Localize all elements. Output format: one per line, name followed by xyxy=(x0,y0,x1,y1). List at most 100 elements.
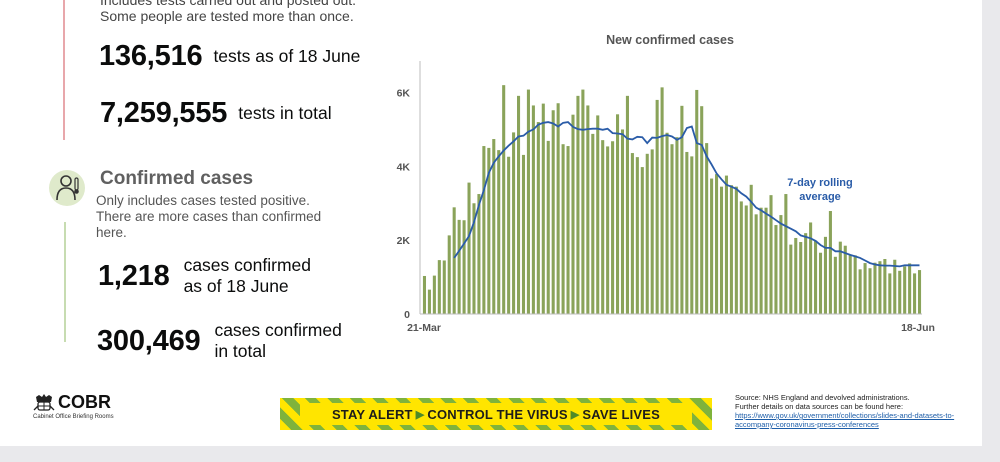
bar xyxy=(690,156,694,314)
cases-total-label-line-1: cases confirmed xyxy=(214,320,342,340)
bar xyxy=(898,270,902,314)
bar xyxy=(531,105,535,314)
cases-total-stat: 300,469 cases confirmed in total xyxy=(97,320,342,362)
bar xyxy=(814,240,818,314)
bar xyxy=(477,194,481,314)
bar xyxy=(823,236,827,314)
rolling-average-line xyxy=(453,121,920,268)
cobr-subtitle: Cabinet Office Briefing Rooms xyxy=(33,414,114,420)
bar xyxy=(700,106,704,314)
tests-description: Includes tests carried out and posted ou… xyxy=(100,0,356,24)
bar xyxy=(492,139,496,314)
bar xyxy=(561,144,565,314)
bar xyxy=(586,105,590,314)
cases-total-label: cases confirmed in total xyxy=(214,320,341,362)
bar xyxy=(729,185,733,314)
cases-daily-value: 1,218 xyxy=(98,259,170,292)
bar xyxy=(616,114,620,315)
bar xyxy=(566,146,570,314)
bar xyxy=(818,252,823,314)
y-tick-label: 0 xyxy=(404,309,410,321)
bar xyxy=(620,129,625,314)
data-source-note: Source: NHS England and devolved adminis… xyxy=(735,393,980,429)
source-line-1: Source: NHS England and devolved adminis… xyxy=(735,393,910,402)
stay-alert-banner: STAY ALERT ▶ CONTROL THE VIRUS ▶ SAVE LI… xyxy=(280,398,712,430)
tests-intro-line-1: Includes tests carried out and posted ou… xyxy=(100,0,357,8)
bar xyxy=(848,255,852,314)
chart-bars xyxy=(422,85,922,315)
bar xyxy=(843,245,847,314)
banner-arrow-icon: ▶ xyxy=(570,408,580,421)
cases-daily-stat: 1,218 cases confirmed as of 18 June xyxy=(98,255,311,297)
cases-total-value: 300,469 xyxy=(97,324,201,357)
bar xyxy=(739,201,743,314)
bar xyxy=(442,260,446,314)
cobr-title: COBR xyxy=(58,392,111,412)
cobr-logo: COBR Cabinet Office Briefing Rooms xyxy=(33,392,114,420)
y-tick-label: 6K xyxy=(397,88,411,100)
bar xyxy=(903,266,907,314)
bar xyxy=(913,273,917,314)
confirmed-cases-description: Only includes cases tested positive. The… xyxy=(96,193,322,240)
bar xyxy=(526,89,530,314)
bar xyxy=(873,262,877,314)
rolling-average-label-line-2: average xyxy=(799,191,841,203)
bar xyxy=(497,150,501,314)
bar xyxy=(665,132,669,314)
bar xyxy=(883,259,887,314)
bar xyxy=(541,103,545,315)
bar xyxy=(502,85,506,314)
tests-total-label: tests in total xyxy=(238,103,332,123)
y-tick-label: 4K xyxy=(397,161,411,173)
bar xyxy=(427,289,431,314)
cases-daily-label: cases confirmed as of 18 June xyxy=(184,255,311,297)
banner-arrow-icon: ▶ xyxy=(415,408,425,421)
bar xyxy=(908,263,912,314)
royal-crest-icon xyxy=(33,393,55,411)
bar xyxy=(705,143,709,314)
bar xyxy=(809,222,813,314)
bar xyxy=(432,275,436,314)
bar xyxy=(601,140,605,314)
bar xyxy=(650,149,654,314)
bar xyxy=(833,256,837,314)
bar xyxy=(838,241,842,314)
y-tick-label: 2K xyxy=(397,235,411,247)
bar xyxy=(625,95,629,314)
bar xyxy=(521,154,526,314)
tests-total-value: 7,259,555 xyxy=(100,97,228,129)
bar xyxy=(695,89,699,314)
banner-stay-alert: STAY ALERT xyxy=(331,406,413,422)
tests-intro-line-2: Some people are tested more than once. xyxy=(100,8,354,24)
cases-daily-label-line-1: cases confirmed xyxy=(183,255,311,275)
bar xyxy=(452,207,456,314)
tests-daily-stat: 136,516 tests as of 18 June xyxy=(99,40,360,73)
bar xyxy=(794,237,798,314)
bar xyxy=(784,194,788,314)
bar xyxy=(487,147,491,314)
bar xyxy=(878,261,882,314)
bar xyxy=(457,219,461,314)
bar xyxy=(536,122,540,314)
tests-daily-value: 136,516 xyxy=(99,40,203,72)
bar xyxy=(422,275,427,314)
new-cases-chart: New confirmed cases 0 2K 4K 6K 21-Mar 18-Ju… xyxy=(397,33,935,334)
source-link[interactable]: https://www.gov.uk/government/collection… xyxy=(735,411,955,429)
tests-daily-label: tests as of 18 June xyxy=(213,46,361,66)
x-start-label: 21-Mar xyxy=(407,322,441,334)
confirmed-cases-title: Confirmed cases xyxy=(100,168,254,189)
bar xyxy=(858,269,862,314)
bar xyxy=(888,273,892,314)
bar xyxy=(507,156,511,314)
tests-total-stat: 7,259,555 tests in total xyxy=(100,97,332,130)
banner-control-virus: CONTROL THE VIRUS xyxy=(427,406,568,422)
bar xyxy=(774,225,778,314)
bar xyxy=(779,215,783,314)
bar xyxy=(546,140,550,314)
bar xyxy=(472,203,476,314)
cases-total-label-line-2: in total xyxy=(214,341,266,361)
bar xyxy=(893,259,897,314)
bar xyxy=(799,242,803,314)
thermometer-person-icon xyxy=(49,170,85,206)
bar xyxy=(517,95,521,314)
